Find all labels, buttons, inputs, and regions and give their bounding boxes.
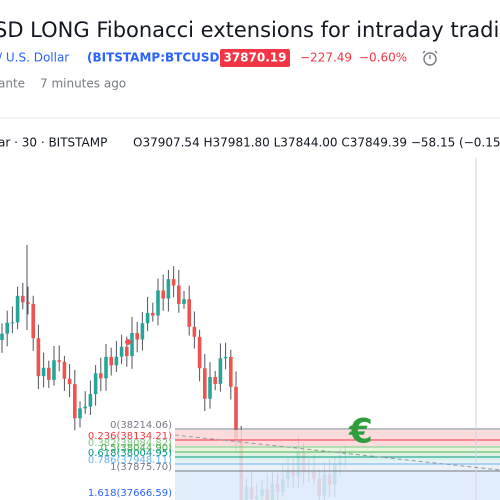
marker (125, 339, 131, 345)
fib-label: 0.236(38134.21) (88, 431, 172, 442)
price: 37870.19 (223, 51, 286, 65)
candle-body (125, 346, 129, 357)
fib-label: 1(37875.70) (110, 462, 172, 473)
candle-body (166, 279, 171, 299)
legend-symbol: ar · 30 · BITSTAMP (0, 136, 107, 150)
change: −227.49 (300, 51, 352, 65)
candle-body (234, 386, 238, 440)
candle-body (161, 290, 165, 299)
fib-retracement: 0(38214.06)0.236(38134.21)0.382(38084.82… (88, 420, 500, 500)
candle-body (208, 377, 212, 399)
candle-body (109, 356, 113, 366)
candle-body (83, 406, 87, 409)
fib-band (175, 452, 500, 457)
fib-label: 0.786(37948.11) (88, 455, 172, 466)
fib-band (175, 430, 500, 446)
candle-body (213, 377, 217, 384)
candle-body (182, 299, 186, 304)
candle-body (114, 356, 119, 366)
fib-band (175, 446, 500, 452)
candle-body (130, 332, 134, 357)
candle-body (88, 394, 93, 407)
fib-band (175, 470, 500, 500)
candle-body (171, 279, 176, 286)
candle-body (140, 323, 145, 340)
candle-body (78, 408, 82, 419)
euro-annotation: € (348, 412, 373, 452)
fib-band (175, 461, 500, 470)
candle-body (223, 356, 228, 359)
candle-body (218, 358, 223, 384)
candle-body (192, 326, 197, 337)
candle-body (21, 295, 25, 303)
fib-label: 1.618(37666.59) (88, 488, 172, 499)
candle-body (104, 356, 108, 379)
candle-body (57, 360, 61, 362)
time: 7 minutes ago (40, 77, 126, 91)
candle-body (177, 285, 181, 304)
candle-body (0, 333, 4, 340)
alert-icon[interactable] (422, 50, 438, 66)
candle-body (5, 322, 9, 334)
fib-label: 0.5(38044.90) (101, 443, 173, 454)
candle-body (229, 356, 233, 387)
price-badge (220, 49, 290, 67)
fib-band (175, 457, 500, 461)
candle-body (99, 373, 103, 379)
candle-body (10, 322, 15, 324)
candle-body (119, 346, 124, 357)
trend-line (174, 434, 500, 471)
candle-body (203, 368, 207, 399)
candle-body (187, 299, 191, 327)
candle-body (73, 384, 77, 419)
ohlc-legend: O37907.54 H37981.80 L37844.00 C37849.39 … (133, 136, 500, 150)
candle-body (31, 303, 35, 339)
idea-title: SD LONG Fibonacci extensions for intrada… (0, 18, 500, 42)
fib-label: 0.618(38004.95) (88, 448, 172, 459)
symbol-code[interactable]: (BITSTAMP:BTCUSD) (87, 51, 225, 65)
candle-body (36, 338, 41, 377)
candle-body (151, 312, 155, 316)
author[interactable]: ante (0, 77, 25, 91)
fib-label: 0.382(38084.82) (88, 438, 172, 449)
symbol-name[interactable]: / U.S. Dollar (0, 51, 69, 65)
candle-body (15, 295, 20, 323)
candle-body (62, 361, 67, 379)
candle-body (197, 336, 202, 369)
candle-body (52, 360, 56, 380)
candle-body (26, 302, 30, 304)
candle-body (41, 367, 46, 377)
candle-body (135, 332, 139, 340)
candle-body (47, 367, 51, 380)
candle-body (93, 373, 98, 395)
candle-body (156, 290, 160, 316)
fib-label: 0(38214.06) (110, 420, 172, 431)
change-percent: −0.60% (359, 51, 407, 65)
candle-body (67, 378, 72, 385)
candle-body (145, 312, 150, 324)
